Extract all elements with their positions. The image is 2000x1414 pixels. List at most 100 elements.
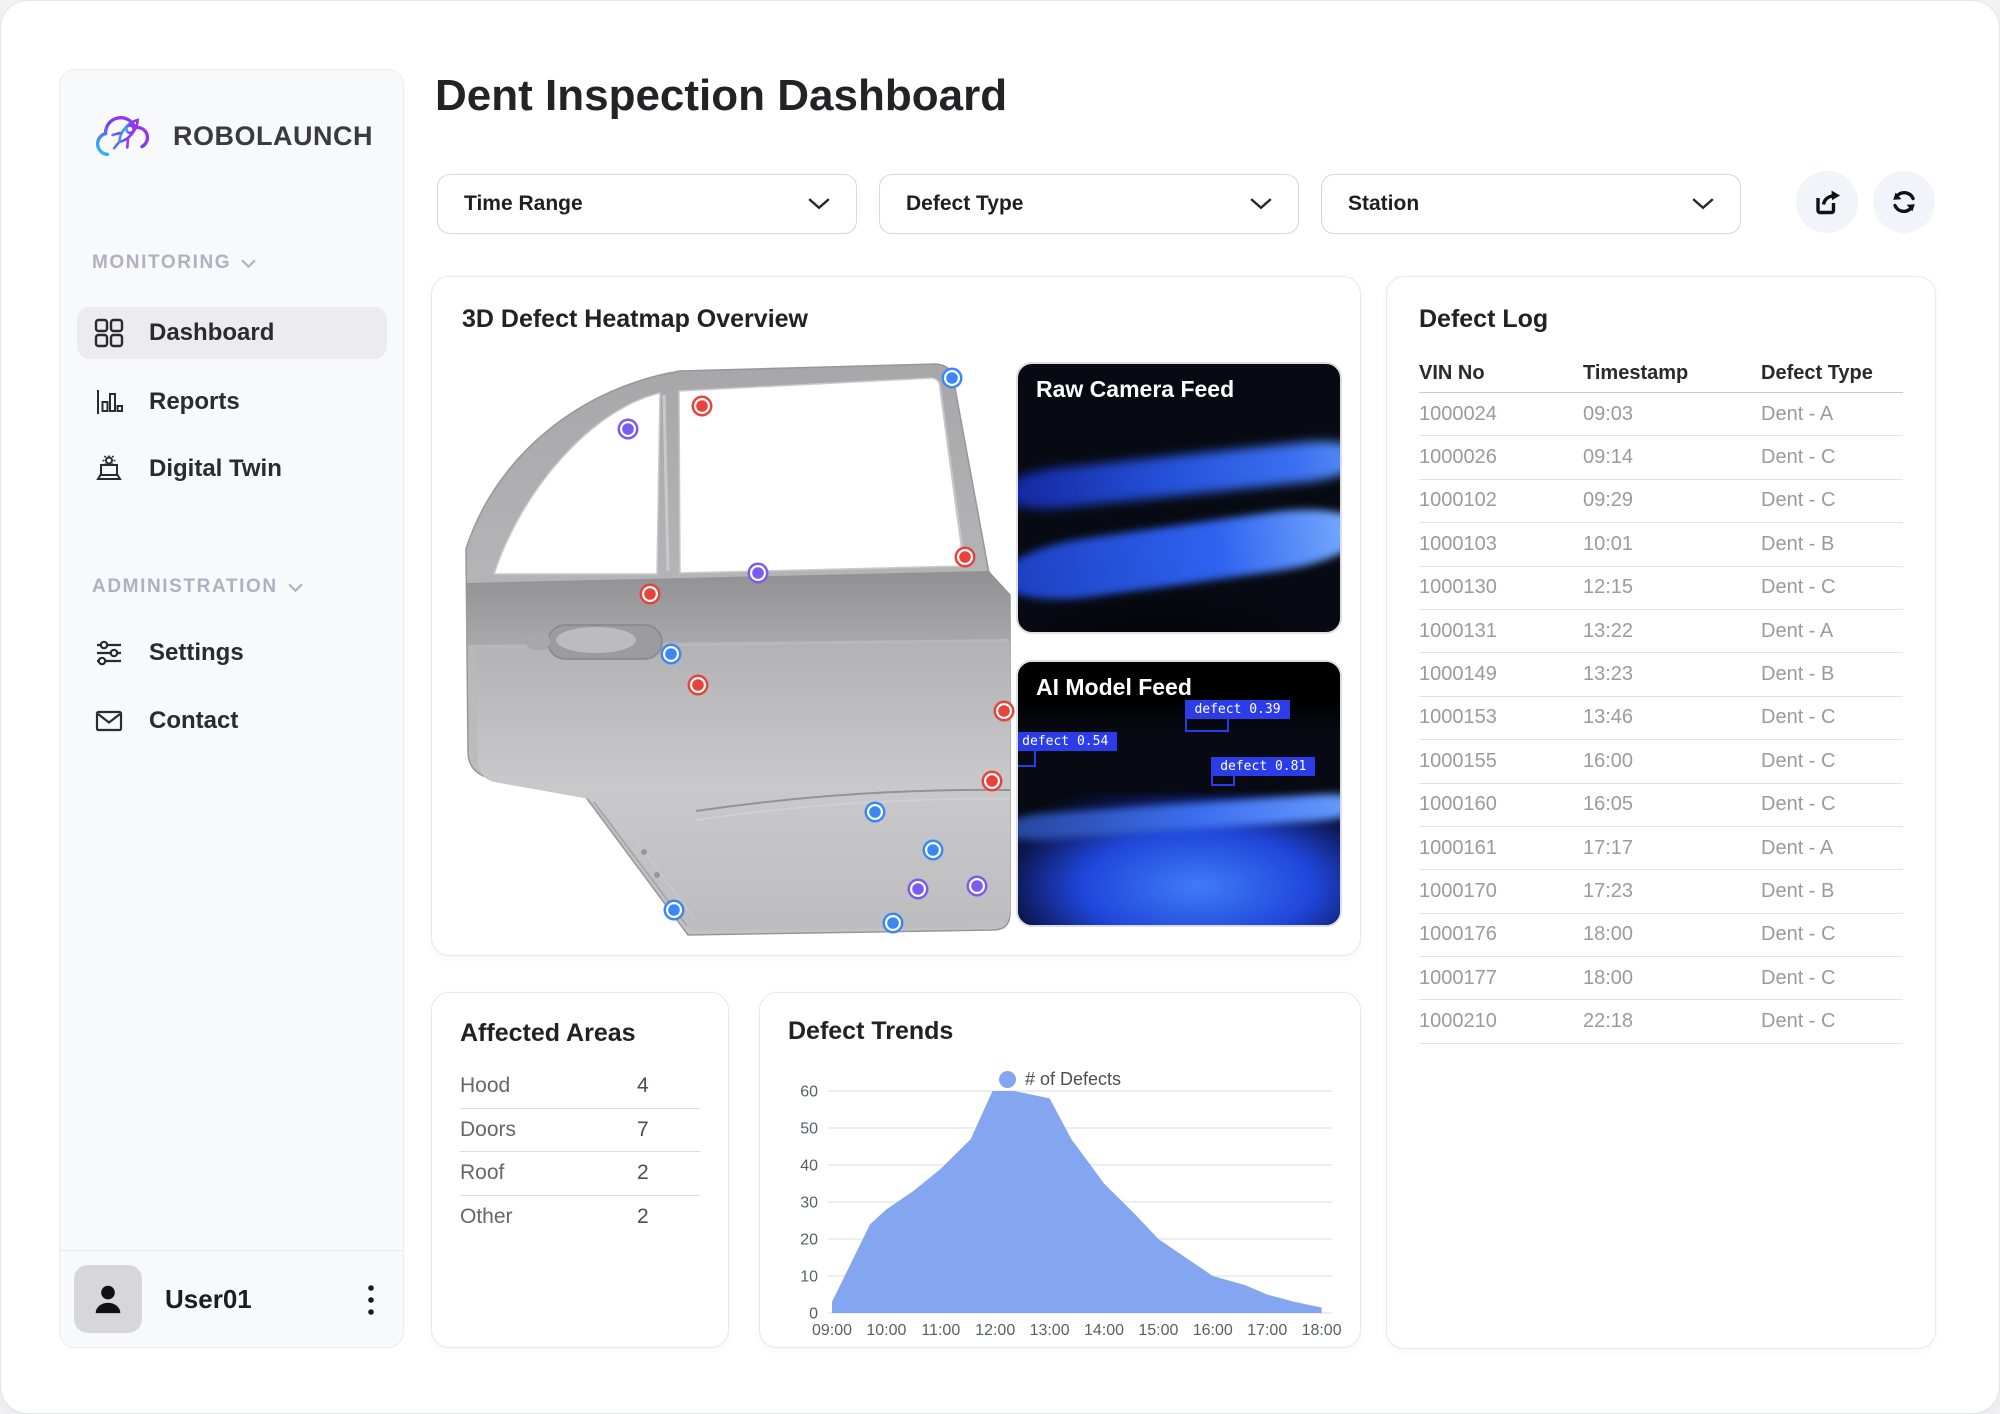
defect-point-purple[interactable] [617, 418, 639, 440]
defect-point-purple[interactable] [907, 878, 929, 900]
table-cell: 12:15 [1583, 576, 1634, 599]
defect-point-blue[interactable] [922, 839, 944, 861]
refresh-button[interactable] [1873, 171, 1935, 233]
table-cell: Dent - C [1761, 489, 1836, 512]
defect-point-red[interactable] [691, 395, 713, 417]
list-item: Roof 2 [460, 1152, 700, 1196]
svg-text:20: 20 [800, 1232, 818, 1249]
defect-trends-card: Defect Trends # of Defects 0 10 20 30 40 50 60… [759, 992, 1361, 1348]
defect-point-blue[interactable] [882, 912, 904, 934]
defect-point-red[interactable] [981, 770, 1003, 792]
table-cell: Dent - A [1761, 619, 1834, 642]
sidebar-item-reports[interactable]: Reports [77, 376, 387, 428]
defect-point-blue[interactable] [660, 643, 682, 665]
avatar [74, 1265, 142, 1333]
column-header-defect-type: Defect Type [1761, 362, 1873, 384]
car-door-render [465, 363, 1015, 936]
table-cell: Dent - C [1761, 1010, 1836, 1033]
table-cell: 16:05 [1583, 793, 1634, 816]
sidebar-item-dashboard[interactable]: Dashboard [77, 307, 387, 359]
list-item: Other 2 [460, 1196, 700, 1240]
page-title: Dent Inspection Dashboard [435, 71, 1008, 120]
affected-areas-rows: Hood 4 Doors 7 Roof 2 Other 2 [460, 1065, 700, 1239]
table-cell: Dent - B [1761, 879, 1835, 902]
table-row: 1000103 10:01 Dent - B [1419, 523, 1903, 567]
filter-label: Defect Type [906, 192, 1024, 215]
detection-label: defect 0.81 [1211, 756, 1316, 776]
table-cell: 10:01 [1583, 532, 1634, 555]
table-cell: 18:00 [1583, 923, 1634, 946]
ai-model-feed: AI Model Feed defect 0.39 defect 0.54 defe… [1016, 660, 1342, 927]
table-row: 1000149 13:23 Dent - B [1419, 653, 1903, 697]
sidebar-item-contact[interactable]: Contact [77, 695, 387, 747]
area-count: 2 [637, 1161, 649, 1185]
affected-areas-title: Affected Areas [460, 1019, 636, 1047]
svg-text:0: 0 [809, 1306, 818, 1323]
section-label: MONITORING [92, 252, 232, 273]
list-item: Hood 4 [460, 1065, 700, 1109]
area-series [832, 1091, 1322, 1313]
svg-text:40: 40 [800, 1158, 818, 1175]
table-cell: 1000024 [1419, 402, 1497, 425]
car-door-heatmap [444, 347, 1024, 947]
kebab-menu-icon[interactable] [361, 1281, 381, 1321]
table-cell: 1000160 [1419, 793, 1497, 816]
table-cell: 1000149 [1419, 663, 1497, 686]
detection-box [1018, 746, 1036, 768]
defect-trends-chart: 0 10 20 30 40 50 60 09:00 10:00 11:00 12:00 13:00 14… [800, 1084, 1342, 1340]
sliders-icon [97, 640, 121, 666]
export-button[interactable] [1796, 171, 1858, 233]
filter-time-range[interactable]: Time Range [437, 174, 857, 234]
table-cell: 1000176 [1419, 923, 1497, 946]
filter-label: Time Range [464, 192, 583, 215]
brand-name: ROBOLAUNCH [173, 120, 373, 151]
chevron-down-icon [1250, 198, 1272, 210]
area-label: Hood [460, 1074, 511, 1098]
table-cell: 18:00 [1583, 966, 1634, 989]
defect-point-red[interactable] [639, 583, 661, 605]
user-row: User01 [60, 1251, 403, 1348]
section-label: ADMINISTRATION [92, 576, 278, 597]
defect-log-rows: 1000024 09:03 Dent - A 1000026 09:14 Dent - C… [1419, 393, 1903, 1044]
svg-text:12:00: 12:00 [975, 1322, 1015, 1339]
defect-point-red[interactable] [687, 674, 709, 696]
table-cell: 1000170 [1419, 879, 1497, 902]
filter-bar: Time Range Defect Type Station [437, 174, 1741, 234]
table-cell: 17:17 [1583, 836, 1634, 859]
table-cell: Dent - A [1761, 402, 1834, 425]
raw-feed-title: Raw Camera Feed [1036, 376, 1235, 402]
defect-log-header: VIN No Timestamp Defect Type [1419, 355, 1903, 393]
table-cell: Dent - C [1761, 706, 1836, 729]
detection-label: defect 0.54 [1018, 731, 1118, 751]
svg-text:18:00: 18:00 [1302, 1322, 1342, 1339]
table-cell: 09:29 [1583, 489, 1634, 512]
defect-log-title: Defect Log [1419, 305, 1549, 333]
defect-point-purple[interactable] [966, 875, 988, 897]
svg-text:17:00: 17:00 [1247, 1322, 1287, 1339]
sidebar-item-digital-twin[interactable]: Digital Twin [77, 443, 387, 495]
sidebar-item-settings[interactable]: Settings [77, 627, 387, 679]
defect-point-blue[interactable] [941, 367, 963, 389]
table-cell: Dent - C [1761, 793, 1836, 816]
area-count: 2 [637, 1205, 649, 1229]
affected-areas-card: Affected Areas Hood 4 Doors 7 Roof 2 Other 2 [431, 992, 729, 1348]
column-header-vin: VIN No [1419, 362, 1485, 384]
legend-dot-icon [998, 1071, 1016, 1088]
defect-point-purple[interactable] [747, 562, 769, 584]
defect-point-blue[interactable] [663, 899, 685, 921]
user-name: User01 [165, 1284, 252, 1314]
filter-defect-type[interactable]: Defect Type [879, 174, 1299, 234]
sidebar-section-monitoring[interactable]: MONITORING [92, 252, 256, 274]
chevron-down-icon [287, 583, 303, 592]
table-cell: Dent - C [1761, 576, 1836, 599]
filter-station[interactable]: Station [1321, 174, 1741, 234]
defect-point-red[interactable] [954, 546, 976, 568]
divider [60, 1250, 403, 1251]
sidebar-section-administration[interactable]: ADMINISTRATION [92, 576, 303, 598]
defect-point-red[interactable] [993, 700, 1015, 722]
defect-point-blue[interactable] [864, 801, 886, 823]
person-icon [95, 1285, 121, 1314]
chevron-down-icon [808, 198, 830, 210]
raw-camera-feed: Raw Camera Feed [1016, 362, 1342, 634]
